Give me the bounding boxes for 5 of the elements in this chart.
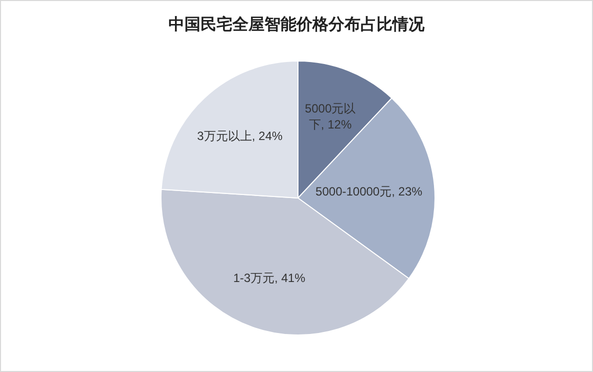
slice-label: 5000-10000元, 23% bbox=[316, 184, 423, 198]
slice-label: 3万元以上, 24% bbox=[197, 129, 283, 144]
chart-title: 中国民宅全屋智能价格分布占比情况 bbox=[168, 14, 426, 34]
slice-label: 5000元以下, 12% bbox=[304, 101, 356, 132]
slice-label: 1-3万元, 41% bbox=[233, 270, 306, 285]
